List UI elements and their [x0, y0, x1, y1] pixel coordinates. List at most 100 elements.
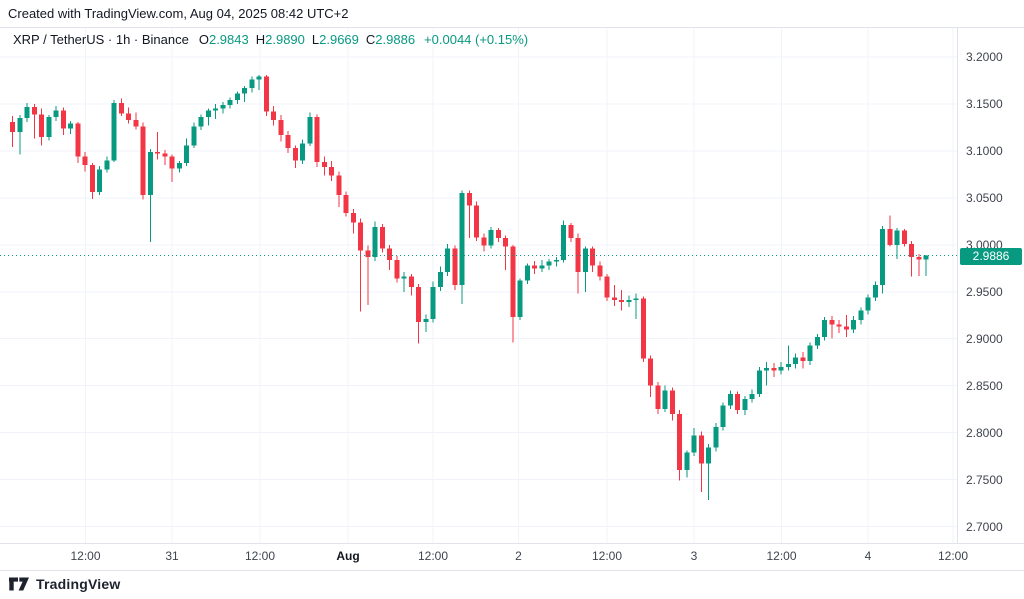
time-axis-label: 4: [864, 549, 872, 563]
candle: [213, 103, 218, 119]
symbol-title[interactable]: XRP / TetherUS · 1h · Binance: [13, 32, 189, 47]
candle: [430, 281, 436, 323]
price-axis-label: 3.2000: [966, 50, 1003, 64]
candle: [401, 272, 407, 292]
candle: [140, 122, 146, 200]
candle: [669, 387, 675, 421]
candle: [756, 366, 762, 397]
candle: [278, 115, 284, 142]
time-axis[interactable]: 12:00 31 12:00 Aug 12:00 2 12:00 3 12:00 4 12:00: [0, 543, 968, 570]
candle: [713, 423, 719, 452]
candle: [307, 112, 313, 147]
ohlc-item-c: C2.9886: [365, 32, 416, 47]
brand-name: TradingView: [36, 576, 121, 592]
tradingview-logo-icon: [9, 577, 29, 591]
candle: [234, 91, 240, 104]
price-axis-label: 2.9000: [966, 331, 1003, 346]
candle: [568, 223, 574, 242]
candle: [343, 191, 349, 217]
time-axis-label: 12:00: [417, 549, 449, 563]
candle: [865, 294, 871, 315]
candle: [807, 342, 813, 365]
ohlc-item-l: L2.9669: [311, 32, 359, 47]
footer-branding: TradingView: [8, 573, 120, 595]
candle: [321, 156, 327, 176]
candle: [111, 100, 117, 163]
chart-legend[interactable]: XRP / TetherUS · 1h · Binance O2.9843 H2.9…: [13, 32, 528, 47]
candle: [249, 76, 255, 93]
candle: [626, 295, 632, 307]
price-axis-label: 3.1000: [966, 143, 1003, 158]
candle: [285, 131, 291, 153]
price-axis-label: 2.8500: [966, 378, 1003, 393]
candle: [10, 116, 15, 148]
candle: [539, 259, 545, 273]
candle: [785, 345, 791, 371]
candle: [408, 273, 414, 296]
candle: [24, 103, 30, 122]
candle: [590, 246, 595, 273]
candle: [445, 243, 450, 276]
candle: [677, 410, 682, 481]
candle: [126, 107, 131, 124]
candle: [662, 385, 668, 412]
time-axis-label: 3: [690, 549, 698, 563]
candle: [46, 115, 52, 141]
candle: [242, 86, 247, 103]
candle: [720, 402, 726, 431]
candle: [503, 235, 508, 271]
time-axis-label: 12:00: [766, 549, 797, 563]
candle: [822, 317, 827, 341]
candle: [31, 103, 37, 139]
candle: [89, 163, 95, 199]
candle: [336, 171, 342, 208]
candle: [256, 74, 262, 90]
price-axis[interactable]: 3.2000 3.1500 3.1000 3.0500 3.0000 2.9500 2.90…: [958, 28, 1024, 543]
candle: [350, 209, 356, 234]
candle: [742, 395, 748, 415]
candle: [575, 233, 581, 294]
candle: [749, 389, 755, 403]
candle: [365, 245, 371, 305]
candle: [220, 102, 226, 114]
candle: [387, 244, 392, 271]
candle: [329, 161, 334, 181]
candle: [851, 316, 856, 334]
candle: [205, 108, 211, 126]
attribution-text: Created with TradingView.com, Aug 04, 20…: [8, 6, 349, 21]
candle: [517, 278, 523, 320]
candle: [97, 165, 102, 196]
candle: [459, 190, 465, 304]
ohlc-values: O2.9843 H2.9890 L2.9669 C2.9886: [199, 32, 422, 47]
time-axis-label: 12:00: [244, 549, 276, 563]
candle: [698, 431, 704, 492]
candle: [488, 226, 494, 249]
candle: [923, 255, 929, 276]
candle: [133, 112, 139, 130]
candle: [271, 105, 276, 126]
time-axis-label: 12:00: [591, 549, 623, 563]
candle: [887, 215, 893, 247]
candle: [858, 307, 864, 325]
ohlc-item-o: O2.9843: [198, 32, 249, 47]
candle: [814, 334, 820, 350]
candle: [706, 443, 711, 501]
candle: [648, 355, 653, 397]
candle: [191, 122, 197, 149]
candle: [909, 241, 914, 277]
candle: [466, 190, 472, 239]
candle: [314, 114, 320, 167]
candle: [169, 154, 175, 182]
candle: [510, 244, 516, 343]
axis-borders: [0, 28, 1024, 571]
candle: [423, 314, 429, 333]
candle: [829, 316, 835, 339]
candle: [372, 221, 378, 261]
candle: [17, 115, 23, 155]
candle: [68, 120, 73, 134]
candle: [452, 245, 458, 290]
candle: [300, 139, 305, 165]
candle: [524, 263, 530, 285]
current-price-badge: 2.9886: [960, 248, 1022, 265]
